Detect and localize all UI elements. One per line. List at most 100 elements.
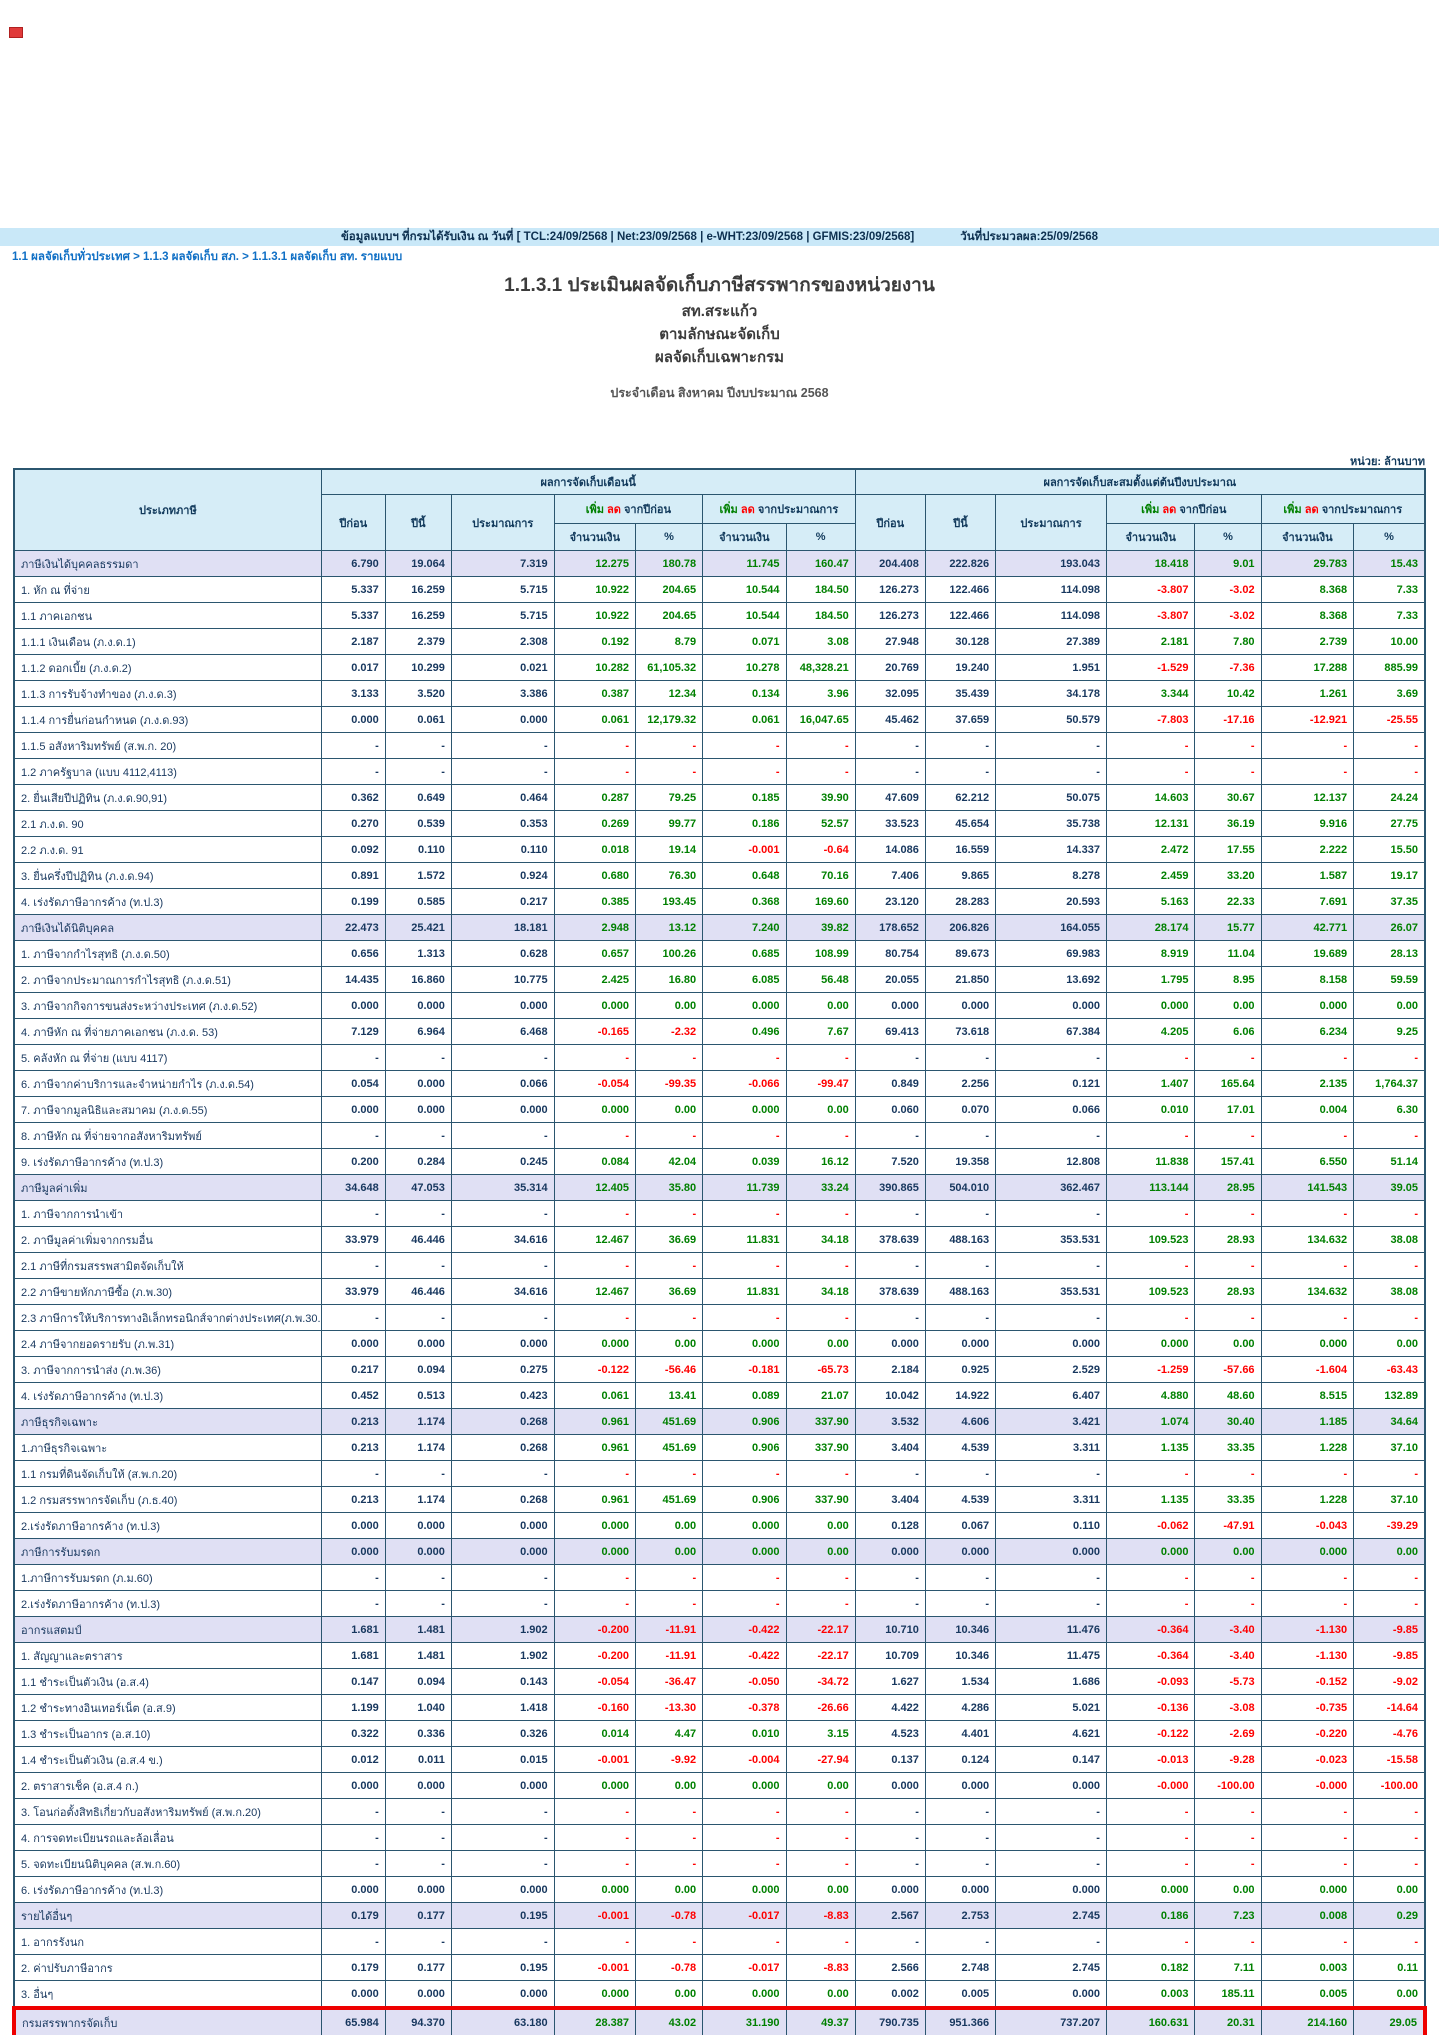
value-cell: 2.745: [995, 1902, 1107, 1929]
value-cell: -0.735: [1260, 1694, 1355, 1721]
value-cell: -: [1105, 1928, 1196, 1955]
value-cell: 0.182: [1105, 1954, 1196, 1981]
value-cell: 12.131: [1105, 810, 1196, 837]
value-cell: -: [450, 1252, 555, 1279]
value-cell: 0.29: [1353, 1902, 1426, 1929]
value-cell: 37.10: [1353, 1486, 1426, 1513]
value-cell: 0.017: [320, 654, 386, 681]
value-cell: 0.000: [702, 1330, 787, 1357]
value-cell: 79.25: [634, 784, 704, 811]
tax-type-label: 2.1 ภาษีที่กรมสรรพสามิตจัดเก็บให้: [13, 1252, 322, 1279]
value-cell: 0.00: [785, 1772, 856, 1799]
value-cell: -0.160: [553, 1694, 637, 1721]
value-cell: -0.023: [1260, 1746, 1355, 1773]
value-cell: 5.163: [1105, 888, 1196, 915]
value-cell: 0.00: [1194, 1538, 1262, 1565]
value-cell: -: [785, 1122, 856, 1149]
value-cell: -0.364: [1105, 1642, 1196, 1669]
value-cell: 2.379: [384, 628, 452, 655]
value-cell: 18.181: [450, 914, 555, 941]
value-cell: 737.207: [995, 2006, 1107, 2035]
value-cell: 3.311: [995, 1434, 1107, 1461]
value-cell: -0.64: [785, 836, 856, 863]
value-cell: 42.04: [634, 1148, 704, 1175]
value-cell: 0.147: [320, 1668, 386, 1695]
value-cell: 1.228: [1260, 1486, 1355, 1513]
value-cell: 0.000: [702, 1772, 787, 1799]
value-cell: -: [924, 1564, 997, 1591]
breadcrumb[interactable]: 1.1 ผลจัดเก็บทั่วประเทศ > 1.1.3 ผลจัดเก็…: [12, 251, 403, 263]
value-cell: 10.042: [854, 1382, 926, 1409]
value-cell: -: [450, 732, 555, 759]
value-cell: 0.000: [1105, 1538, 1196, 1565]
value-cell: 6.06: [1194, 1018, 1262, 1045]
value-cell: 7.11: [1194, 1954, 1262, 1981]
tax-type-label: 4. ภาษีหัก ณ ที่จ่ายภาคเอกชน (ภ.ง.ด. 53): [13, 1018, 322, 1045]
value-cell: -0.054: [553, 1668, 637, 1695]
value-cell: -9.92: [634, 1746, 704, 1773]
value-cell: -: [995, 1460, 1107, 1487]
value-cell: -: [1260, 1044, 1355, 1071]
value-cell: 0.00: [785, 1980, 856, 2009]
value-cell: 0.362: [320, 784, 386, 811]
value-cell: -22.17: [785, 1642, 856, 1669]
tax-type-label: 8. ภาษีหัก ณ ที่จ่ายจากอสังหาริมทรัพย์: [13, 1122, 322, 1149]
value-cell: 0.071: [702, 628, 787, 655]
col-tax-type: ประเภทภาษี: [13, 468, 322, 551]
value-cell: -: [785, 1044, 856, 1071]
value-cell: 1.407: [1105, 1070, 1196, 1097]
value-cell: 0.066: [450, 1070, 555, 1097]
value-cell: 20.055: [854, 966, 926, 993]
value-cell: -: [924, 1200, 997, 1227]
value-cell: -0.066: [702, 1070, 787, 1097]
value-cell: 451.69: [634, 1408, 704, 1435]
value-cell: 109.523: [1105, 1278, 1196, 1305]
value-cell: -: [553, 1460, 637, 1487]
value-cell: 8.368: [1260, 602, 1355, 629]
value-cell: 1.534: [924, 1668, 997, 1695]
dec-label: ลด: [740, 504, 755, 516]
value-cell: 1.185: [1260, 1408, 1355, 1435]
value-cell: 353.531: [995, 1278, 1107, 1305]
value-cell: 22.33: [1194, 888, 1262, 915]
value-cell: 45.654: [924, 810, 997, 837]
value-cell: 0.000: [702, 1096, 787, 1123]
value-cell: 0.961: [553, 1408, 637, 1435]
value-cell: 0.010: [1105, 1096, 1196, 1123]
value-cell: 0.00: [1353, 992, 1426, 1019]
value-cell: 9.916: [1260, 810, 1355, 837]
value-cell: -0.004: [702, 1746, 787, 1773]
value-cell: 7.240: [702, 914, 787, 941]
value-cell: 0.385: [553, 888, 637, 915]
value-cell: 5.021: [995, 1694, 1107, 1721]
value-cell: 8.158: [1260, 966, 1355, 993]
value-cell: 0.00: [785, 992, 856, 1019]
value-cell: -: [785, 732, 856, 759]
tax-type-label: 6. เร่งรัดภาษีอากรค้าง (ท.ป.3): [13, 1876, 322, 1903]
value-cell: 222.826: [924, 550, 997, 577]
value-cell: -: [1105, 758, 1196, 785]
value-cell: 10.278: [702, 654, 787, 681]
value-cell: 0.649: [384, 784, 452, 811]
value-cell: 73.618: [924, 1018, 997, 1045]
value-cell: 9.865: [924, 862, 997, 889]
value-cell: 132.89: [1353, 1382, 1426, 1409]
value-cell: -: [450, 1122, 555, 1149]
value-cell: -: [995, 732, 1107, 759]
value-cell: -: [320, 1564, 386, 1591]
value-cell: -: [320, 732, 386, 759]
value-cell: 1.572: [384, 862, 452, 889]
value-cell: -: [924, 732, 997, 759]
value-cell: 141.543: [1260, 1174, 1355, 1201]
tax-type-label: 9. เร่งรัดภาษีอากรค้าง (ท.ป.3): [13, 1148, 322, 1175]
value-cell: 0.00: [634, 1330, 704, 1357]
value-cell: 0.018: [553, 836, 637, 863]
value-cell: 6.30: [1353, 1096, 1426, 1123]
page-title: 1.1.3.1 ประเมินผลจัดเก็บภาษีสรรพากรของหน…: [504, 275, 935, 296]
table-row: 2. ตราสารเช็ค (อ.ส.4 ก.) 0.000 0.000 0.000 0…: [13, 1772, 1426, 1799]
value-cell: 1.074: [1105, 1408, 1196, 1435]
value-cell: -0.200: [553, 1616, 637, 1643]
value-cell: 0.656: [320, 940, 386, 967]
value-cell: -: [384, 1824, 452, 1851]
value-cell: -: [924, 1928, 997, 1955]
